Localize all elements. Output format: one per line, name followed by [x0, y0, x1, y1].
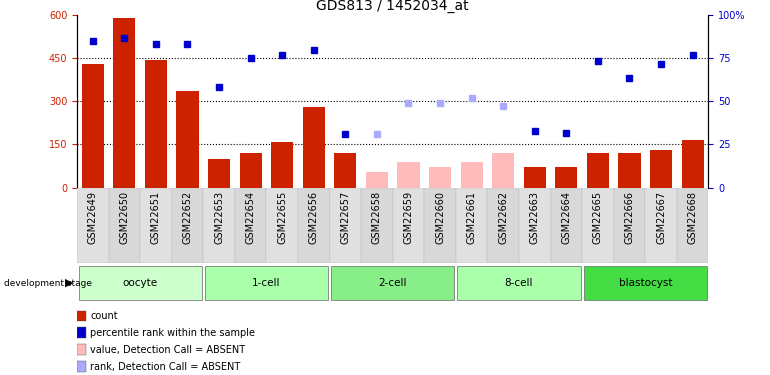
- Bar: [361, 188, 393, 262]
- Text: GSM22652: GSM22652: [182, 190, 192, 244]
- Text: 2-cell: 2-cell: [378, 278, 407, 288]
- Bar: [271, 141, 293, 188]
- Bar: [487, 188, 519, 262]
- Text: rank, Detection Call = ABSENT: rank, Detection Call = ABSENT: [90, 362, 240, 372]
- Bar: [645, 188, 677, 262]
- Text: GSM22665: GSM22665: [593, 190, 603, 244]
- Text: GSM22656: GSM22656: [309, 190, 319, 244]
- Bar: [677, 188, 708, 262]
- Bar: [681, 140, 704, 188]
- Text: 1-cell: 1-cell: [252, 278, 281, 288]
- Bar: [618, 153, 641, 188]
- Text: 8-cell: 8-cell: [504, 278, 534, 288]
- Bar: [429, 167, 451, 188]
- Text: development stage: development stage: [4, 279, 92, 288]
- Text: percentile rank within the sample: percentile rank within the sample: [90, 328, 256, 338]
- Text: GSM22649: GSM22649: [88, 190, 98, 243]
- Text: GSM22655: GSM22655: [277, 190, 287, 244]
- Bar: [109, 188, 140, 262]
- Bar: [397, 162, 420, 188]
- Bar: [330, 188, 361, 262]
- Text: GSM22663: GSM22663: [530, 190, 540, 243]
- FancyBboxPatch shape: [205, 266, 328, 300]
- Text: GSM22662: GSM22662: [498, 190, 508, 244]
- Bar: [203, 188, 235, 262]
- Bar: [650, 150, 672, 188]
- Bar: [492, 153, 514, 188]
- Bar: [587, 153, 609, 188]
- Bar: [235, 188, 266, 262]
- Bar: [460, 162, 483, 188]
- Bar: [456, 188, 487, 262]
- FancyBboxPatch shape: [457, 266, 581, 300]
- Bar: [298, 188, 330, 262]
- Text: GSM22653: GSM22653: [214, 190, 224, 244]
- Text: GSM22650: GSM22650: [119, 190, 129, 244]
- Text: GSM22654: GSM22654: [246, 190, 256, 244]
- Bar: [551, 188, 582, 262]
- Bar: [614, 188, 645, 262]
- Bar: [77, 327, 86, 338]
- Text: GSM22661: GSM22661: [467, 190, 477, 243]
- Text: GSM22658: GSM22658: [372, 190, 382, 244]
- Text: GSM22657: GSM22657: [340, 190, 350, 244]
- Bar: [239, 153, 262, 188]
- Text: oocyte: oocyte: [122, 278, 158, 288]
- Bar: [77, 188, 109, 262]
- FancyBboxPatch shape: [79, 266, 202, 300]
- Bar: [113, 18, 136, 188]
- Bar: [555, 167, 578, 188]
- Bar: [77, 310, 86, 321]
- FancyBboxPatch shape: [584, 266, 707, 300]
- Text: GSM22659: GSM22659: [403, 190, 413, 244]
- Bar: [519, 188, 551, 262]
- Bar: [303, 107, 325, 188]
- Title: GDS813 / 1452034_at: GDS813 / 1452034_at: [316, 0, 469, 13]
- Bar: [393, 188, 424, 262]
- Bar: [424, 188, 456, 262]
- Text: GSM22651: GSM22651: [151, 190, 161, 244]
- Bar: [77, 361, 86, 372]
- Text: GSM22664: GSM22664: [561, 190, 571, 243]
- Text: ▶: ▶: [65, 278, 73, 288]
- FancyBboxPatch shape: [331, 266, 454, 300]
- Text: value, Detection Call = ABSENT: value, Detection Call = ABSENT: [90, 345, 246, 355]
- Bar: [366, 172, 388, 188]
- Bar: [524, 167, 546, 188]
- Text: count: count: [90, 311, 118, 321]
- Bar: [82, 64, 104, 188]
- Bar: [140, 188, 172, 262]
- Text: GSM22667: GSM22667: [656, 190, 666, 244]
- Text: GSM22668: GSM22668: [688, 190, 698, 243]
- Bar: [266, 188, 298, 262]
- Bar: [77, 344, 86, 355]
- Bar: [582, 188, 614, 262]
- Bar: [176, 91, 199, 188]
- Bar: [172, 188, 203, 262]
- Bar: [145, 60, 167, 188]
- Text: GSM22666: GSM22666: [624, 190, 634, 243]
- Bar: [334, 153, 357, 188]
- Text: blastocyst: blastocyst: [618, 278, 672, 288]
- Bar: [208, 159, 230, 188]
- Text: GSM22660: GSM22660: [435, 190, 445, 243]
